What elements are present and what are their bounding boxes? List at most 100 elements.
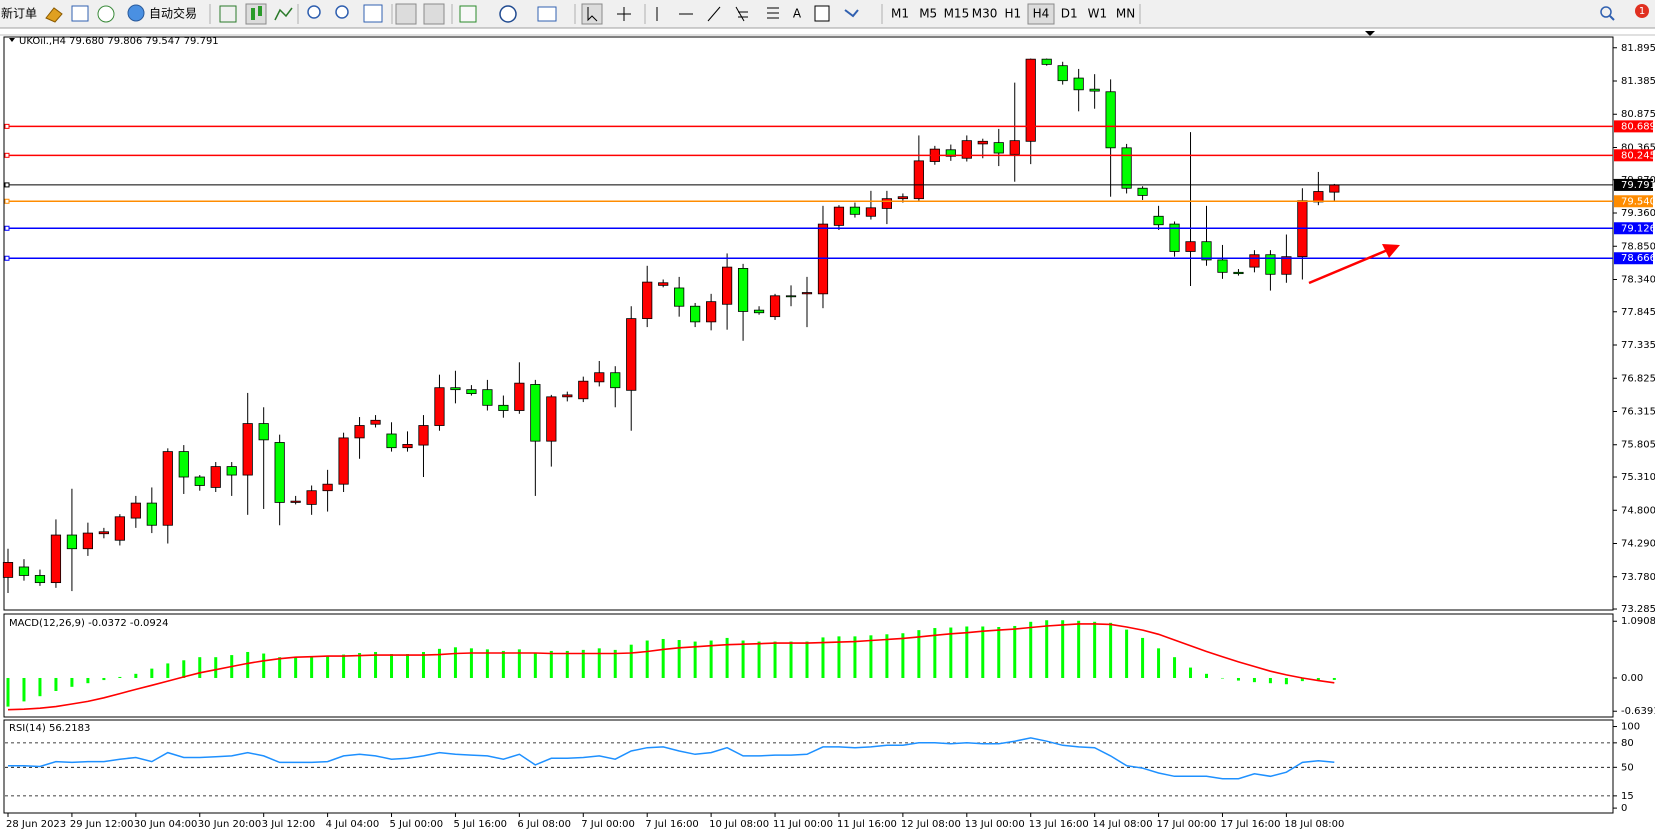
toolbar: 新订单 [0, 0, 1655, 29]
y-tick-label: 76.315 [1621, 407, 1655, 418]
x-tick-label: 13 Jul 00:00 [965, 819, 1025, 830]
auto-trading-button[interactable]: 自动交易 [149, 6, 197, 21]
timeframe-button[interactable]: M5 [919, 7, 937, 21]
candle-body [1009, 140, 1020, 155]
candle-body [801, 292, 813, 295]
macd-bar [1189, 667, 1193, 678]
zoom-out-button[interactable] [335, 5, 349, 19]
macd-bar [1029, 621, 1033, 678]
icon-button[interactable] [97, 5, 115, 23]
candle-body [178, 451, 189, 478]
candle-body [722, 266, 733, 305]
y-tick-label: 79.360 [1621, 208, 1655, 219]
tile-button[interactable] [363, 4, 383, 23]
x-tick-label: 10 Jul 08:00 [709, 819, 769, 830]
candle-body [1265, 254, 1276, 275]
macd-bar [38, 677, 42, 697]
macd-bar [246, 651, 250, 678]
x-tick-label: 7 Jul 16:00 [645, 819, 699, 830]
macd-bar [693, 641, 697, 678]
macd-bar [374, 651, 378, 678]
shift-button[interactable] [423, 3, 445, 25]
timeframe-button[interactable]: H1 [1004, 7, 1021, 21]
x-tick-label: 28 Jun 2023 [6, 819, 66, 830]
candle-body [849, 206, 861, 215]
icon-button[interactable] [245, 3, 267, 25]
new-order-button[interactable]: 新订单 [1, 6, 37, 21]
shift-marker[interactable] [1365, 31, 1375, 36]
x-tick-label: 7 Jul 00:00 [581, 819, 635, 830]
text-label-button[interactable] [814, 5, 830, 22]
macd-bar [1236, 677, 1240, 681]
icon-glyph [1609, 15, 1615, 21]
indicators-button[interactable] [459, 5, 477, 23]
signal-line [7, 623, 1335, 711]
x-tick-label: 4 Jul 04:00 [326, 819, 380, 830]
level-marker [4, 182, 10, 188]
macd-bar [869, 635, 873, 678]
timeframe-button[interactable]: W1 [1088, 7, 1108, 21]
icon-button[interactable] [219, 5, 237, 23]
level-label: 79.540 [1621, 196, 1655, 207]
periods-button[interactable] [499, 5, 517, 23]
timeframe-button[interactable]: D1 [1061, 7, 1078, 21]
x-tick-label: 5 Jul 16:00 [453, 819, 507, 830]
cursor-button[interactable] [581, 3, 603, 25]
macd-bar [342, 654, 346, 678]
candle-body [402, 444, 413, 449]
macd-bar [613, 649, 617, 678]
level-label-box [1614, 178, 1653, 191]
level-label-box [1614, 149, 1653, 162]
y-tick-label: 80 [1621, 738, 1634, 749]
macd-bar [853, 636, 857, 678]
rsi-pane [3, 719, 1614, 814]
macd-bar [469, 648, 473, 678]
icon-button[interactable] [45, 7, 63, 23]
macd-bar [326, 656, 330, 678]
crosshair-button[interactable] [617, 7, 631, 21]
candle-body [578, 380, 589, 400]
annotation-arrowhead [1382, 244, 1400, 258]
timeframe-button[interactable]: MN [1116, 7, 1135, 21]
candle-body [1089, 88, 1100, 92]
candle-body [785, 295, 797, 298]
channel-button[interactable] [735, 6, 748, 22]
main-title: UKOil.,H4 79.680 79.806 79.547 79.791 [19, 36, 219, 47]
templates-button[interactable] [537, 6, 557, 22]
candle-body [562, 394, 573, 398]
zoom-in-button[interactable] [307, 5, 321, 19]
candle-body [2, 562, 14, 578]
timeframe-button[interactable]: M1 [891, 7, 909, 21]
macd-bar [70, 677, 74, 687]
x-tick-label: 29 Jun 12:00 [70, 819, 134, 830]
timeframe-button[interactable]: M30 [972, 7, 998, 21]
candle-body [1137, 187, 1148, 196]
autoscroll-button[interactable] [395, 3, 417, 25]
y-tick-label: 78.340 [1621, 274, 1655, 285]
macd-bar [1220, 677, 1224, 679]
icon-button[interactable] [274, 7, 293, 21]
auto-trading-icon[interactable] [127, 4, 145, 22]
notification-badge[interactable] [1635, 4, 1649, 18]
rsi-title: RSI(14) 56.2183 [9, 723, 90, 734]
level-label: 79.791 [1621, 180, 1655, 191]
search-button[interactable] [1600, 6, 1612, 18]
level-marker [4, 123, 10, 129]
arrows-button[interactable] [844, 9, 859, 18]
trendline-button[interactable] [707, 6, 721, 22]
y-tick-label: 81.385 [1621, 76, 1655, 87]
macd-bar [1173, 657, 1177, 678]
candle-body [737, 268, 749, 312]
candle-body [466, 389, 477, 394]
y-tick-label: 0.00 [1621, 673, 1643, 684]
candle-body [434, 387, 445, 426]
icon-button[interactable] [71, 5, 89, 22]
text-tool-button[interactable]: A [793, 7, 802, 21]
macd-bar [741, 640, 745, 678]
main-pane [3, 36, 1614, 611]
y-tick-label: 75.310 [1621, 472, 1655, 483]
level-label-box [1614, 195, 1653, 208]
fibo-button[interactable] [767, 7, 779, 19]
timeframe-button[interactable]: H4 [1033, 7, 1050, 21]
timeframe-button[interactable]: M15 [944, 7, 970, 21]
